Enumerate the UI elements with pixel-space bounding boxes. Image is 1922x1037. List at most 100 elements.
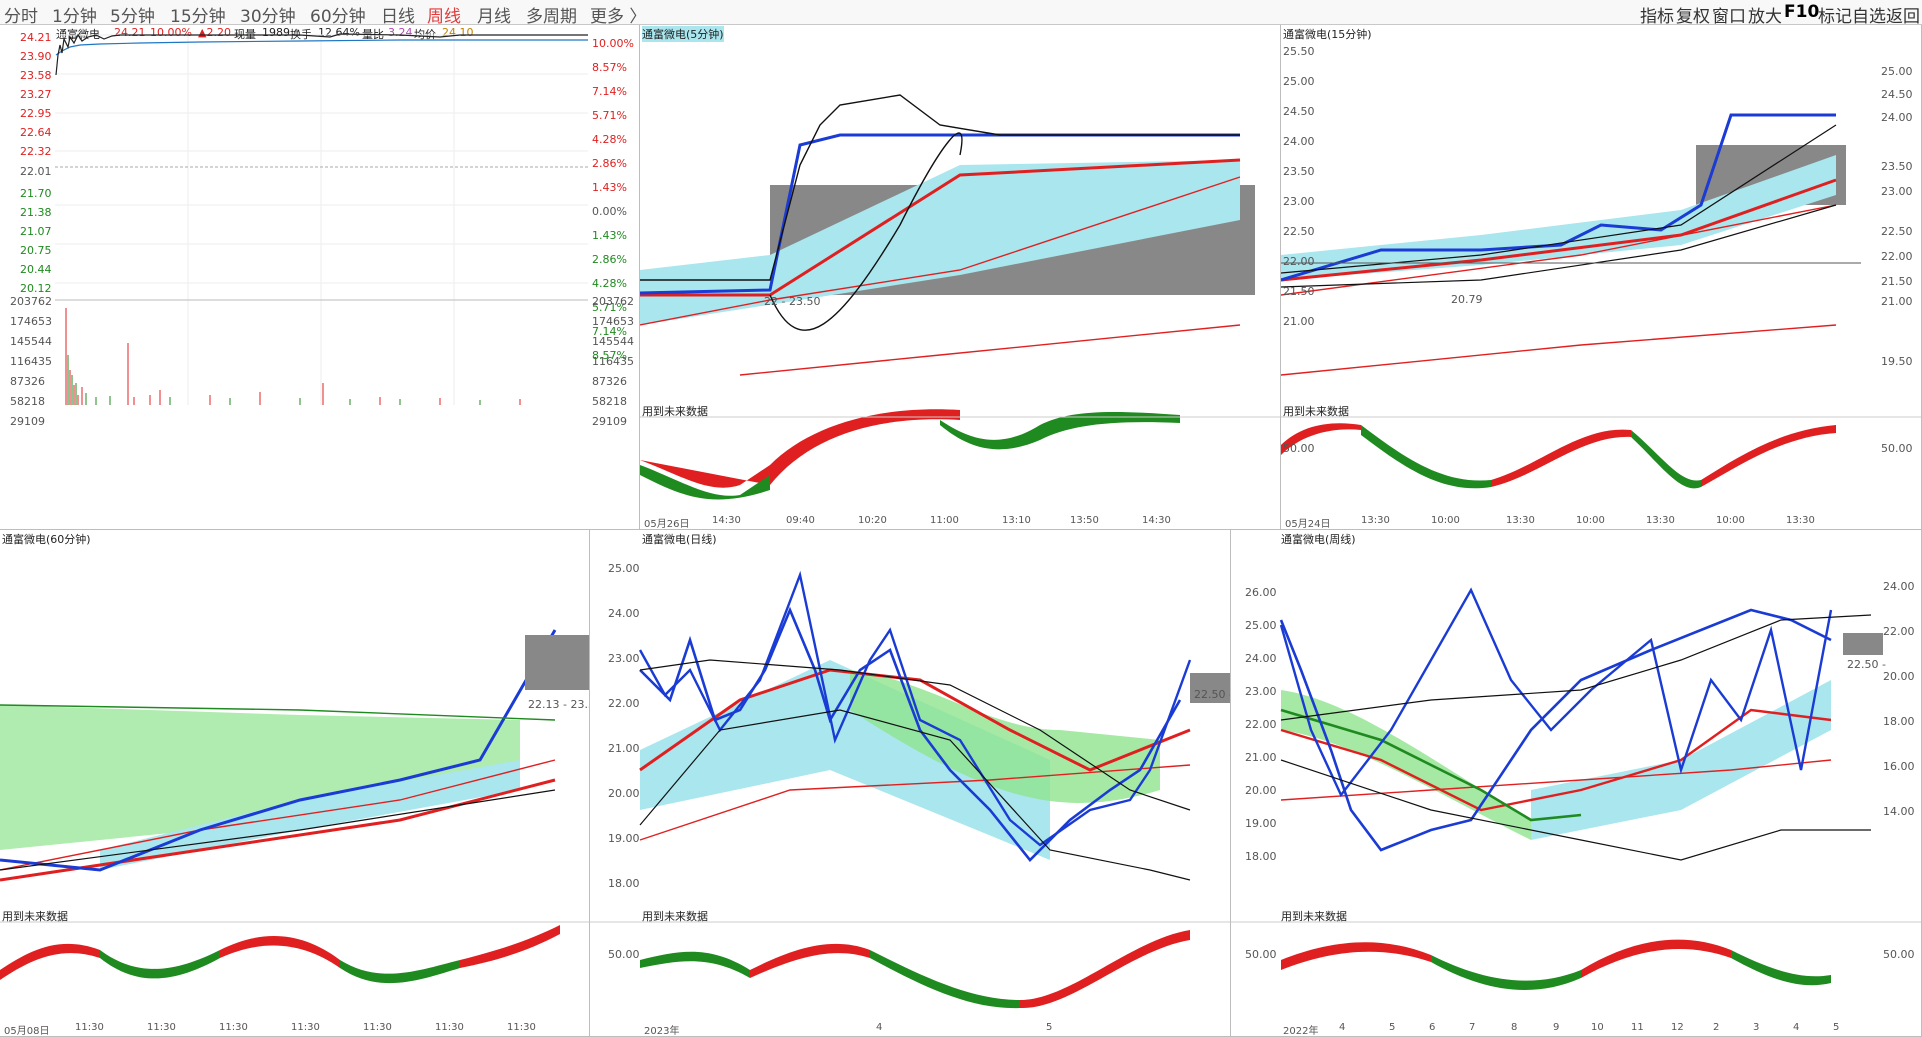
intraday-vol-tick-right: 58218 [592,395,627,408]
pweek-price-tick: 21.00 [1245,751,1277,764]
pday-osc-tick: 50.00 [608,948,640,961]
pweek-right-tick: 20.00 [1883,670,1915,683]
p15m-left-tick: 21.00 [1283,315,1315,328]
period-toolbar: 分时 1分钟 5分钟 15分钟 30分钟 60分钟 日线 周线 月线 多周期 更… [0,0,1922,27]
pday-future-label: 用到未来数据 [642,910,708,923]
tab-15min[interactable]: 15分钟 [170,7,226,27]
p5m-date: 13:10 [1002,515,1031,526]
p60m-date: 11:30 [219,1022,248,1033]
pday-price-tick: 20.00 [608,787,640,800]
p15m-date: 10:00 [1576,515,1605,526]
kline-60min-panel[interactable]: 通富微电(60分钟) 22.13 - 23.5 用到未来数据 05月08日 11… [0,530,590,1037]
btn-back[interactable]: 返回 [1886,7,1920,27]
p15m-left-tick: 22.00 [1283,255,1315,268]
intraday-pct-tick: 0.00% [592,205,627,218]
btn-f10[interactable]: F10 [1784,2,1820,22]
p15m-right-tick: 21.50 [1881,275,1913,288]
p15m-annotation: 20.79 [1451,293,1483,306]
intraday-price-tick: 23.90 [20,50,52,63]
pweek-date: 5 [1833,1022,1840,1033]
tab-day[interactable]: 日线 [381,7,415,27]
kline-15min-panel[interactable]: 通富微电(15分钟) 25.50 25.00 24.50 24.00 23.50… [1281,25,1922,530]
p5m-future-label: 用到未来数据 [642,405,708,418]
pweek-date: 5 [1389,1022,1396,1033]
p15m-left-tick: 23.00 [1283,195,1315,208]
kline-5min-panel[interactable]: 通富微电(5分钟) 22 - 23.50 用到未来数据 05月26日 14:30… [640,25,1281,530]
p15m-date: 13:30 [1646,515,1675,526]
pday-date: 5 [1046,1022,1053,1033]
pweek-date: 10 [1591,1022,1604,1033]
tab-multi-period[interactable]: 多周期 [526,7,577,27]
p5m-date: 11:00 [930,515,959,526]
intraday-pct-tick: 7.14% [592,325,627,338]
intraday-price-tick: 22.64 [20,126,52,139]
pweek-osc-tick: 50.00 [1245,948,1277,961]
p15m-left-tick: 25.50 [1283,45,1315,58]
panel-title[interactable]: 通富微电(5分钟) [642,26,724,42]
pweek-date: 3 [1753,1022,1760,1033]
tab-month[interactable]: 月线 [477,7,511,27]
tab-1min[interactable]: 1分钟 [52,7,97,27]
kline-week-panel[interactable]: 通富微电(周线) 22.50 - 26.00 25.00 24.00 23.00… [1231,530,1922,1037]
btn-indicator[interactable]: 指标 [1640,7,1674,27]
intraday-price-tick: 20.75 [20,244,52,257]
p60m-date: 05月08日 [4,1026,50,1037]
pweek-price-tick: 23.00 [1245,685,1277,698]
pday-price-tick: 23.00 [608,652,640,665]
pweek-price-tick: 20.00 [1245,784,1277,797]
btn-mark[interactable]: 标记 [1818,7,1852,27]
tab-more[interactable]: 更多 〉 [590,7,647,27]
kline-day-panel[interactable]: 通富微电(日线) 22.50 - 25.00 24.00 23.00 22.00… [590,530,1231,1037]
p60m-annotation: 22.13 - 23.5 [528,698,590,711]
btn-fuquan[interactable]: 复权 [1676,7,1710,27]
pweek-price-tick: 25.00 [1245,619,1277,632]
panel-title[interactable]: 通富微电(周线) [1281,533,1356,546]
p60m-future-label: 用到未来数据 [2,910,68,923]
pweek-price-tick: 26.00 [1245,586,1277,599]
p5m-date: 14:30 [1142,515,1171,526]
intraday-pct-tick: 2.86% [592,253,627,266]
pweek-right-tick: 18.00 [1883,715,1915,728]
p15m-right-tick: 21.00 [1881,295,1913,308]
p5m-annotation: 22 - 23.50 [764,295,821,308]
pday-price-tick: 18.00 [608,877,640,890]
intraday-price-tick: 21.38 [20,206,52,219]
p15m-date: 10:00 [1431,515,1460,526]
panel-title[interactable]: 通富微电(日线) [642,533,717,546]
kline-day-chart [590,570,1230,1009]
pweek-date: 8 [1511,1022,1518,1033]
btn-watchlist[interactable]: 自选 [1852,7,1886,27]
intraday-vol-tick-right: 87326 [592,375,627,388]
intraday-vol-tick-right: 174653 [592,315,634,328]
pweek-right-tick: 16.00 [1883,760,1915,773]
intraday-price-tick: 24.21 [20,31,52,44]
p15m-left-tick: 25.00 [1283,75,1315,88]
panel-title[interactable]: 通富微电(15分钟) [1283,28,1372,41]
intraday-pct-tick: 5.71% [592,301,627,314]
intraday-vol-tick-right: 29109 [592,415,627,428]
p15m-future-label: 用到未来数据 [1283,405,1349,418]
intraday-pct-tick: 7.14% [592,85,627,98]
intraday-chart [55,33,588,405]
tab-60min[interactable]: 60分钟 [310,7,366,27]
tab-fenshi[interactable]: 分时 [4,7,38,27]
intraday-pct-tick: 5.71% [592,109,627,122]
panel-title[interactable]: 通富微电(60分钟) [2,533,91,546]
intraday-vol-tick: 116435 [10,355,52,368]
p15m-right-tick: 25.00 [1881,65,1913,78]
intraday-vol-tick: 145544 [10,335,52,348]
pday-date: 4 [876,1022,883,1033]
tab-week[interactable]: 周线 [427,7,461,27]
tab-5min[interactable]: 5分钟 [110,7,155,27]
tab-30min[interactable]: 30分钟 [240,7,296,27]
intraday-vol-tick-right: 116435 [592,355,634,368]
intraday-panel[interactable]: 通富微电 24.21 10.00% ▲2.20 现量 1989 换手 12.64… [0,25,640,530]
intraday-price-tick: 21.07 [20,225,52,238]
p5m-date: 10:20 [858,515,887,526]
btn-window[interactable]: 窗口 [1712,7,1746,27]
intraday-price-tick: 20.12 [20,282,52,295]
intraday-volume: 1989 [262,26,290,39]
pweek-future-label: 用到未来数据 [1281,910,1347,923]
intraday-price-tick: 23.58 [20,69,52,82]
btn-zoom[interactable]: 放大 [1748,7,1782,27]
